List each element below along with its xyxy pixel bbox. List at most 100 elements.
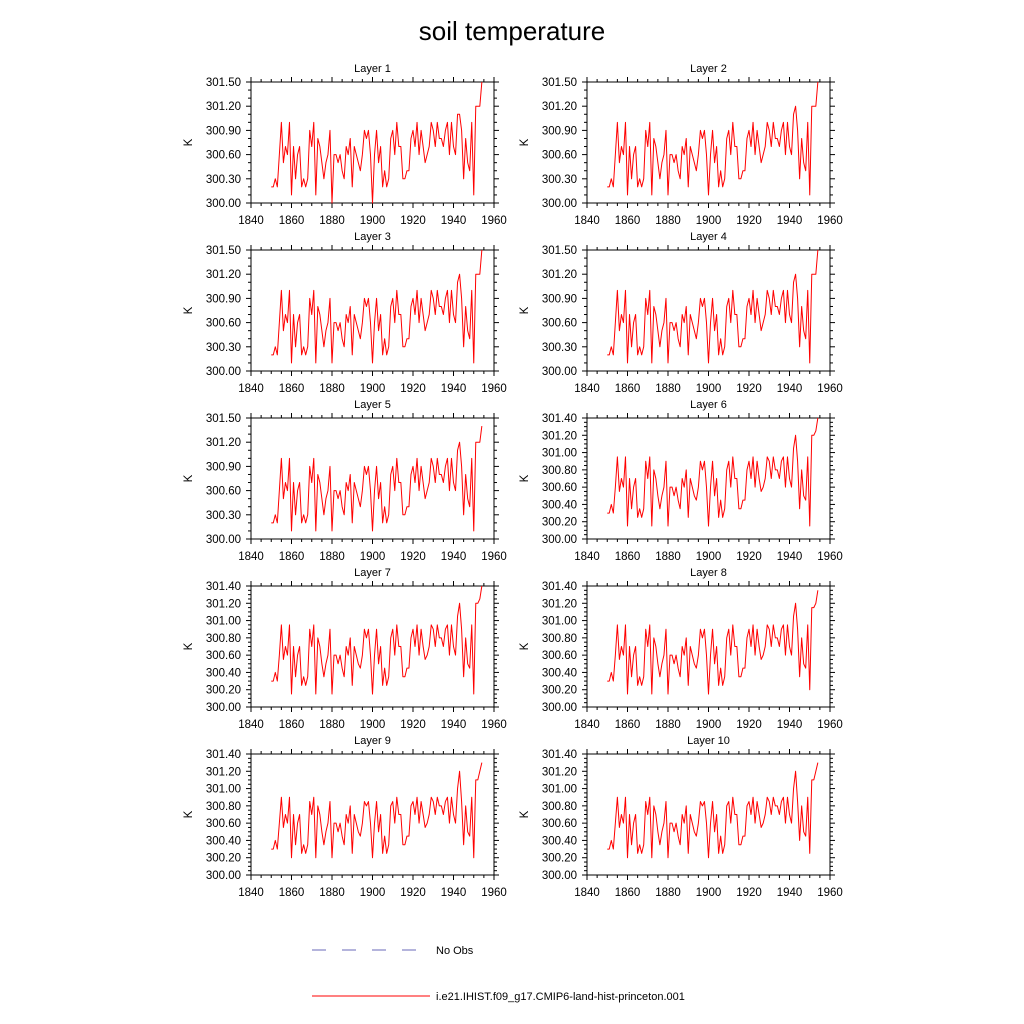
panel-title: Layer 2: [690, 63, 727, 75]
y-tick-label: 300.80: [206, 633, 241, 645]
x-tick-label: 1940: [441, 383, 467, 395]
y-axis-label: K: [519, 810, 531, 818]
y-tick-label: 301.00: [542, 616, 577, 628]
x-tick-label: 1860: [279, 719, 305, 731]
y-tick-label: 300.30: [206, 342, 241, 354]
y-tick-label: 300.60: [206, 150, 241, 162]
panel-title: Layer 1: [354, 63, 391, 75]
y-tick-label: 301.50: [206, 413, 241, 425]
y-tick-label: 300.80: [206, 801, 241, 813]
x-tick-label: 1920: [400, 887, 426, 899]
y-axis-label: K: [519, 138, 531, 146]
x-tick-label: 1940: [777, 551, 803, 563]
x-tick-label: 1900: [696, 215, 722, 227]
x-tick-label: 1900: [696, 551, 722, 563]
y-axis-label: K: [183, 138, 195, 146]
y-tick-label: 300.80: [542, 633, 577, 645]
x-tick-label: 1900: [360, 887, 386, 899]
y-tick-label: 300.30: [542, 174, 577, 186]
x-tick-label: 1960: [817, 383, 843, 395]
y-tick-label: 301.20: [542, 101, 577, 113]
panel-layer-5: Layer 5 1840 1860 1880 1900 1920 1940 1960 300.0…: [183, 399, 507, 563]
x-tick-label: 1860: [615, 719, 641, 731]
x-tick-label: 1940: [777, 719, 803, 731]
x-tick-label: 1900: [696, 383, 722, 395]
x-tick-label: 1880: [655, 551, 681, 563]
x-tick-label: 1840: [238, 719, 264, 731]
series-line: [607, 590, 819, 695]
y-tick-label: 300.00: [206, 870, 241, 882]
x-tick-label: 1960: [817, 551, 843, 563]
x-tick-label: 1880: [319, 215, 345, 227]
x-tick-label: 1860: [615, 215, 641, 227]
plot-frame: [586, 81, 831, 204]
x-tick-label: 1940: [777, 887, 803, 899]
y-tick-label: 300.60: [542, 818, 577, 830]
y-axis-label: K: [183, 306, 195, 314]
x-tick-label: 1940: [777, 383, 803, 395]
series-line: [271, 81, 483, 204]
panel-title: Layer 9: [354, 735, 391, 747]
y-tick-label: 301.50: [542, 77, 577, 89]
y-tick-label: 300.60: [206, 318, 241, 330]
y-tick-label: 301.40: [206, 581, 241, 593]
y-tick-label: 301.40: [542, 581, 577, 593]
y-tick-label: 300.00: [542, 870, 577, 882]
y-tick-label: 300.40: [542, 667, 577, 679]
y-axis-label: K: [183, 642, 195, 650]
series-line: [607, 417, 819, 527]
x-tick-label: 1940: [441, 719, 467, 731]
x-tick-label: 1900: [360, 383, 386, 395]
x-tick-label: 1880: [655, 887, 681, 899]
x-tick-label: 1880: [655, 215, 681, 227]
x-tick-label: 1860: [615, 887, 641, 899]
x-tick-label: 1860: [615, 383, 641, 395]
x-tick-label: 1920: [400, 719, 426, 731]
main-title: soil temperature: [419, 16, 605, 46]
x-tick-label: 1880: [319, 719, 345, 731]
panel-title: Layer 8: [690, 567, 727, 579]
x-tick-label: 1960: [481, 383, 507, 395]
y-tick-label: 300.80: [542, 465, 577, 477]
x-tick-label: 1840: [574, 887, 600, 899]
x-tick-label: 1960: [817, 887, 843, 899]
y-tick-label: 300.00: [542, 366, 577, 378]
y-tick-label: 300.60: [542, 650, 577, 662]
x-tick-label: 1880: [655, 383, 681, 395]
x-tick-label: 1880: [319, 551, 345, 563]
x-tick-label: 1920: [400, 551, 426, 563]
y-tick-label: 300.30: [542, 342, 577, 354]
series-line: [607, 249, 819, 364]
x-tick-label: 1960: [817, 215, 843, 227]
series-line: [607, 81, 819, 196]
panel-layer-7: Layer 7 1840 1860 1880 1900 1920 1940 1960 300.0…: [183, 567, 507, 731]
x-tick-label: 1900: [360, 719, 386, 731]
panel-title: Layer 6: [690, 399, 727, 411]
panel-title: Layer 7: [354, 567, 391, 579]
y-axis-label: K: [519, 474, 531, 482]
y-axis-label: K: [183, 474, 195, 482]
y-tick-label: 300.00: [206, 366, 241, 378]
x-tick-label: 1860: [615, 551, 641, 563]
x-tick-label: 1840: [574, 719, 600, 731]
y-tick-label: 300.20: [542, 517, 577, 529]
panel-layer-1: Layer 1 1840 1860 1880 1900 1920 1940 1960 300.0…: [183, 63, 507, 227]
panel-grid: Layer 1 1840 1860 1880 1900 1920 1940 1960 300.0…: [183, 63, 843, 899]
y-tick-label: 300.00: [542, 702, 577, 714]
y-tick-label: 301.00: [206, 784, 241, 796]
y-axis-label: K: [519, 642, 531, 650]
y-tick-label: 300.90: [542, 125, 577, 137]
x-tick-label: 1880: [319, 887, 345, 899]
y-tick-label: 301.20: [542, 269, 577, 281]
x-tick-label: 1920: [736, 887, 762, 899]
panel-layer-8: Layer 8 1840 1860 1880 1900 1920 1940 1960 300.0…: [519, 567, 843, 731]
plot-frame: [586, 249, 831, 372]
y-tick-label: 301.50: [206, 245, 241, 257]
y-tick-label: 301.50: [206, 77, 241, 89]
legend-no-obs-label: No Obs: [436, 945, 474, 957]
legend: No Obs i.e21.IHIST.f09_g17.CMIP6-land-hi…: [312, 945, 685, 1003]
y-tick-label: 300.90: [542, 293, 577, 305]
y-tick-label: 300.00: [542, 534, 577, 546]
y-tick-label: 300.00: [542, 198, 577, 210]
